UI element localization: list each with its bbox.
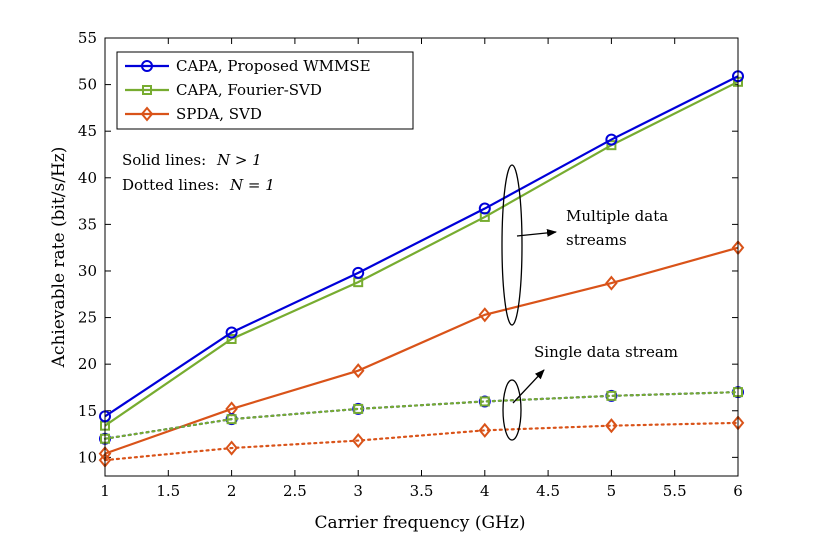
x-tick-label: 2: [227, 482, 237, 500]
legend-entry: SPDA, SVD: [125, 105, 262, 123]
legend-entry: CAPA, Proposed WMMSE: [125, 57, 371, 75]
data-point: [226, 334, 237, 345]
axis-ticks: 1 1.5 2 2.5 3 3.5 4 4.5 5 5.5 6 10 15 20 25 30 35 40 45 50 5…: [78, 29, 743, 500]
series-0-solid-circle: [99, 70, 744, 423]
data-point: [605, 133, 618, 146]
legend-label: CAPA, Proposed WMMSE: [176, 57, 371, 75]
multi-stream-label-2: streams: [566, 231, 627, 249]
y-tick-label: 40: [78, 169, 97, 187]
data-point: [606, 140, 617, 151]
legend-label: SPDA, SVD: [176, 105, 262, 123]
data-point: [351, 433, 365, 449]
y-tick-label: 10: [78, 448, 97, 466]
y-tick-label: 45: [78, 122, 97, 140]
legend-entry: CAPA, Fourier-SVD: [125, 81, 322, 99]
x-axis-label: Carrier frequency (GHz): [315, 513, 526, 533]
x-tick-label: 2.5: [283, 482, 307, 500]
line-style-note: Solid lines: N > 1 Dotted lines: N = 1: [122, 151, 275, 194]
multi-stream-ellipse: [501, 164, 523, 326]
data-point: [478, 422, 492, 438]
x-tick-label: 5: [607, 482, 617, 500]
x-tick-label: 5.5: [663, 482, 687, 500]
legend-marker: [142, 85, 152, 95]
legend-label: CAPA, Fourier-SVD: [176, 81, 322, 99]
data-point: [353, 403, 364, 414]
series-4-dotted-square: [100, 387, 743, 444]
multi-stream-annotation: Multiple data streams: [501, 164, 668, 326]
x-tick-label: 3: [353, 482, 363, 500]
plot-frame: [104, 37, 739, 477]
series-line: [103, 421, 740, 462]
data-point: [225, 326, 238, 339]
single-stream-ellipse: [502, 379, 522, 441]
multi-stream-label-1: Multiple data: [566, 207, 668, 225]
x-tick-label: 4: [480, 482, 490, 500]
series-5-dotted-diamond: [98, 415, 745, 468]
series-line: [104, 80, 739, 427]
x-tick-label: 1: [100, 482, 110, 500]
legend-marker: [141, 60, 153, 72]
data-point: [479, 396, 490, 407]
x-tick-label: 1.5: [156, 482, 180, 500]
y-axis-label: Achievable rate (bit/s/Hz): [49, 147, 69, 369]
multi-stream-arrow: [516, 228, 557, 237]
series-line: [104, 246, 739, 455]
data-point: [605, 275, 618, 291]
series-2-solid-diamond: [98, 240, 745, 462]
data-point: [225, 440, 238, 456]
dotted-note: Dotted lines: N = 1: [122, 176, 275, 194]
y-tick-label: 30: [78, 262, 97, 280]
legend-marker: [140, 106, 154, 122]
data-point: [226, 414, 237, 425]
x-tick-label: 6: [733, 482, 743, 500]
single-stream-annotation: Single data stream: [502, 343, 678, 441]
x-tick-label: 4.5: [536, 482, 560, 500]
y-tick-label: 20: [78, 355, 97, 373]
single-stream-label: Single data stream: [534, 343, 678, 361]
y-tick-label: 25: [78, 309, 97, 327]
y-tick-label: 50: [78, 76, 97, 94]
legend: CAPA, Proposed WMMSE CAPA, Fourier-SVD SPD…: [116, 51, 414, 130]
y-tick-label: 35: [78, 215, 97, 233]
y-tick-label: 55: [78, 29, 97, 47]
axes-box: [104, 37, 739, 477]
data-point: [352, 266, 365, 279]
data-point: [606, 390, 617, 401]
single-stream-arrow: [512, 369, 545, 404]
data-point: [478, 202, 491, 215]
x-tick-label: 3.5: [410, 482, 434, 500]
y-tick-label: 15: [78, 402, 97, 420]
data-point: [478, 307, 492, 323]
series-layer: [98, 70, 745, 468]
data-point: [605, 418, 618, 434]
series-line: [103, 391, 740, 440]
data-point: [351, 363, 365, 379]
series-line: [104, 75, 739, 418]
solid-note: Solid lines: N > 1: [122, 151, 262, 169]
